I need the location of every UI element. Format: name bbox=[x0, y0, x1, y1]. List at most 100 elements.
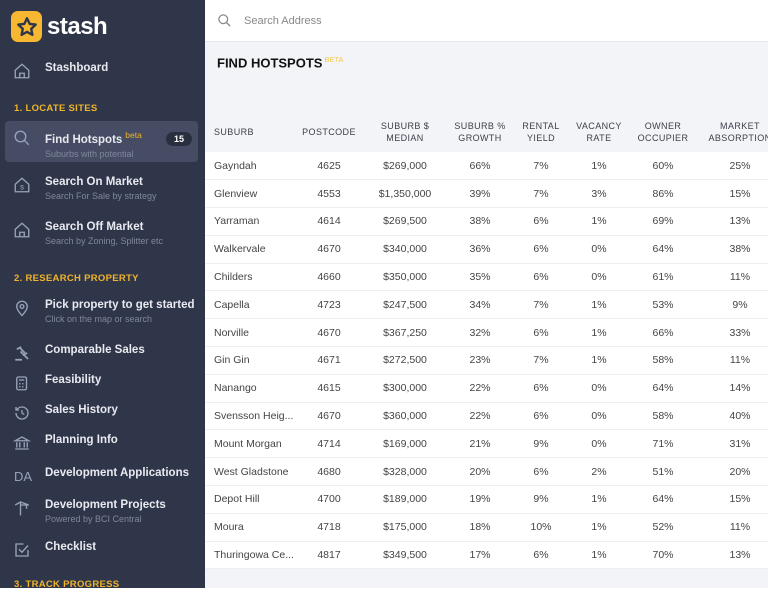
sidebar-item-sales-history[interactable]: Sales History bbox=[5, 403, 198, 423]
hotspots-table: SUBURB POSTCODE SUBURB $ MEDIAN SUBURB % GROW… bbox=[205, 112, 768, 570]
cell-growth: 22% bbox=[452, 374, 508, 403]
column-header-rental-yield[interactable]: RENTAL YIELD bbox=[522, 121, 560, 143]
table-row[interactable]: Svensson Heig... 4670 $360,000 22% 6% 0% 58% 40… bbox=[205, 402, 768, 431]
cell-postcode: 4625 bbox=[300, 152, 358, 181]
table-row[interactable]: Yarraman 4614 $269,500 38% 6% 1% 69% 13% bbox=[205, 207, 768, 236]
cell-owner-occupier: 58% bbox=[624, 402, 702, 431]
logo[interactable]: stash bbox=[11, 11, 108, 42]
column-header-growth[interactable]: SUBURB % GROWTH bbox=[454, 121, 506, 143]
cell-owner-occupier: 64% bbox=[624, 485, 702, 514]
cell-suburb: Nanango bbox=[205, 374, 300, 403]
cell-owner-occupier: 64% bbox=[624, 235, 702, 264]
cell-suburb: Capella bbox=[205, 290, 300, 320]
cell-suburb: Childers bbox=[205, 263, 300, 292]
cell-median: $360,000 bbox=[358, 402, 452, 431]
table-row[interactable]: Mount Morgan 4714 $169,000 21% 9% 0% 71% 31% bbox=[205, 429, 768, 459]
section-track-progress: 3. TRACK PROGRESS bbox=[14, 579, 120, 590]
cell-growth: 35% bbox=[452, 263, 508, 292]
cell-median: $340,000 bbox=[358, 235, 452, 264]
column-header-vacancy-rate[interactable]: VACANCY RATE bbox=[576, 121, 622, 143]
cell-rental-yield: 10% bbox=[508, 513, 574, 542]
cell-growth: 38% bbox=[452, 207, 508, 236]
cell-vacancy-rate: 1% bbox=[574, 207, 624, 236]
cell-suburb: Glenview bbox=[205, 179, 300, 209]
cell-median: $300,000 bbox=[358, 374, 452, 403]
cell-rental-yield: 7% bbox=[508, 152, 574, 181]
cell-market-absorption: 20% bbox=[702, 457, 768, 487]
table-row[interactable]: West Gladstone 4680 $328,000 20% 6% 2% 51% 20% bbox=[205, 457, 768, 487]
cell-median: $247,500 bbox=[358, 290, 452, 320]
location-pin-icon bbox=[12, 298, 32, 318]
table-row[interactable]: Capella 4723 $247,500 34% 7% 1% 53% 9% bbox=[205, 290, 768, 320]
table-row[interactable]: Norville 4670 $367,250 32% 6% 1% 66% 33% bbox=[205, 318, 768, 348]
table-row[interactable]: Childers 4660 $350,000 35% 6% 0% 61% 11% bbox=[205, 263, 768, 292]
search-address-input[interactable] bbox=[244, 14, 644, 27]
cell-market-absorption: 11% bbox=[702, 513, 768, 542]
cell-postcode: 4718 bbox=[300, 513, 358, 542]
house-icon bbox=[12, 220, 32, 240]
column-header-suburb[interactable]: SUBURB bbox=[214, 127, 254, 137]
cell-median: $350,000 bbox=[358, 263, 452, 292]
cell-suburb: Svensson Heig... bbox=[205, 402, 300, 431]
table-row[interactable]: Nanango 4615 $300,000 22% 6% 0% 64% 14% bbox=[205, 374, 768, 403]
cell-postcode: 4553 bbox=[300, 179, 358, 209]
cell-growth: 36% bbox=[452, 235, 508, 264]
column-header-median[interactable]: SUBURB $ MEDIAN bbox=[380, 121, 430, 143]
cell-suburb: West Gladstone bbox=[205, 457, 300, 487]
page-title: FIND HOTSPOTS BETA bbox=[217, 55, 344, 71]
gavel-icon bbox=[12, 343, 32, 363]
cell-market-absorption: 14% bbox=[702, 374, 768, 403]
cell-vacancy-rate: 0% bbox=[574, 263, 624, 292]
sidebar-item-development-projects[interactable]: Development Projects Powered by BCI Centr… bbox=[5, 498, 198, 526]
star-logo-icon bbox=[11, 11, 42, 42]
column-header-market-absorption[interactable]: MARKET ABSORPTION bbox=[708, 121, 768, 143]
cell-market-absorption: 38% bbox=[702, 235, 768, 264]
beta-label: beta bbox=[125, 130, 142, 140]
cell-growth: 34% bbox=[452, 290, 508, 320]
cell-rental-yield: 9% bbox=[508, 429, 574, 459]
table-row[interactable]: Walkervale 4670 $340,000 36% 6% 0% 64% 38% bbox=[205, 235, 768, 264]
cell-median: $269,000 bbox=[358, 152, 452, 181]
cell-median: $175,000 bbox=[358, 513, 452, 542]
cell-owner-occupier: 61% bbox=[624, 263, 702, 292]
sidebar-item-comparable-sales[interactable]: Comparable Sales bbox=[5, 343, 198, 363]
table-row[interactable]: Thuringowa Ce... 4817 $349,500 17% 6% 1% 70% 13… bbox=[205, 541, 768, 570]
table-row[interactable]: Moura 4718 $175,000 18% 10% 1% 52% 11% bbox=[205, 513, 768, 542]
cell-owner-occupier: 51% bbox=[624, 457, 702, 487]
home-icon bbox=[12, 61, 32, 81]
logo-text: stash bbox=[47, 12, 108, 40]
cell-vacancy-rate: 2% bbox=[574, 457, 624, 487]
sidebar-item-find-hotspots[interactable]: Find Hotspots beta Suburbs with potential… bbox=[5, 121, 198, 162]
cell-market-absorption: 9% bbox=[702, 290, 768, 320]
section-research-property: 2. RESEARCH PROPERTY bbox=[14, 273, 139, 284]
cell-rental-yield: 6% bbox=[508, 457, 574, 487]
table-row[interactable]: Gayndah 4625 $269,000 66% 7% 1% 60% 25% bbox=[205, 152, 768, 181]
sidebar-item-pick-property[interactable]: Pick property to get started Click on the… bbox=[5, 298, 198, 326]
cell-market-absorption: 13% bbox=[702, 541, 768, 570]
table-row[interactable]: Depot Hill 4700 $189,000 19% 9% 1% 64% 15% bbox=[205, 485, 768, 514]
cell-rental-yield: 6% bbox=[508, 235, 574, 264]
sidebar-item-search-on-market[interactable]: $ Search On Market Search For Sale by str… bbox=[5, 175, 198, 203]
cell-rental-yield: 7% bbox=[508, 346, 574, 375]
column-header-owner-occupier[interactable]: OWNER OCCUPIER bbox=[637, 121, 689, 143]
cell-vacancy-rate: 0% bbox=[574, 402, 624, 431]
sidebar-item-development-applications[interactable]: DA Development Applications bbox=[5, 466, 198, 486]
sidebar-item-search-off-market[interactable]: Search Off Market Search by Zoning, Split… bbox=[5, 220, 198, 248]
cell-suburb: Gayndah bbox=[205, 152, 300, 181]
main-content: FIND HOTSPOTS BETA SUBURB POSTCODE SUBURB $… bbox=[205, 42, 768, 588]
cell-suburb: Walkervale bbox=[205, 235, 300, 264]
cell-growth: 22% bbox=[452, 402, 508, 431]
column-header-postcode[interactable]: POSTCODE bbox=[302, 127, 356, 137]
sidebar-item-stashboard[interactable]: Stashboard bbox=[5, 61, 198, 81]
cell-growth: 19% bbox=[452, 485, 508, 514]
cell-owner-occupier: 53% bbox=[624, 290, 702, 320]
cell-owner-occupier: 64% bbox=[624, 374, 702, 403]
bank-icon bbox=[12, 433, 32, 453]
cell-owner-occupier: 70% bbox=[624, 541, 702, 570]
table-row[interactable]: Gin Gin 4671 $272,500 23% 7% 1% 58% 11% bbox=[205, 346, 768, 375]
cell-market-absorption: 13% bbox=[702, 207, 768, 236]
table-row[interactable]: Glenview 4553 $1,350,000 39% 7% 3% 86% 15% bbox=[205, 179, 768, 209]
sidebar-item-planning-info[interactable]: Planning Info bbox=[5, 433, 198, 453]
sidebar-item-feasibility[interactable]: Feasibility bbox=[5, 373, 198, 393]
sidebar-item-checklist[interactable]: Checklist bbox=[5, 540, 198, 560]
